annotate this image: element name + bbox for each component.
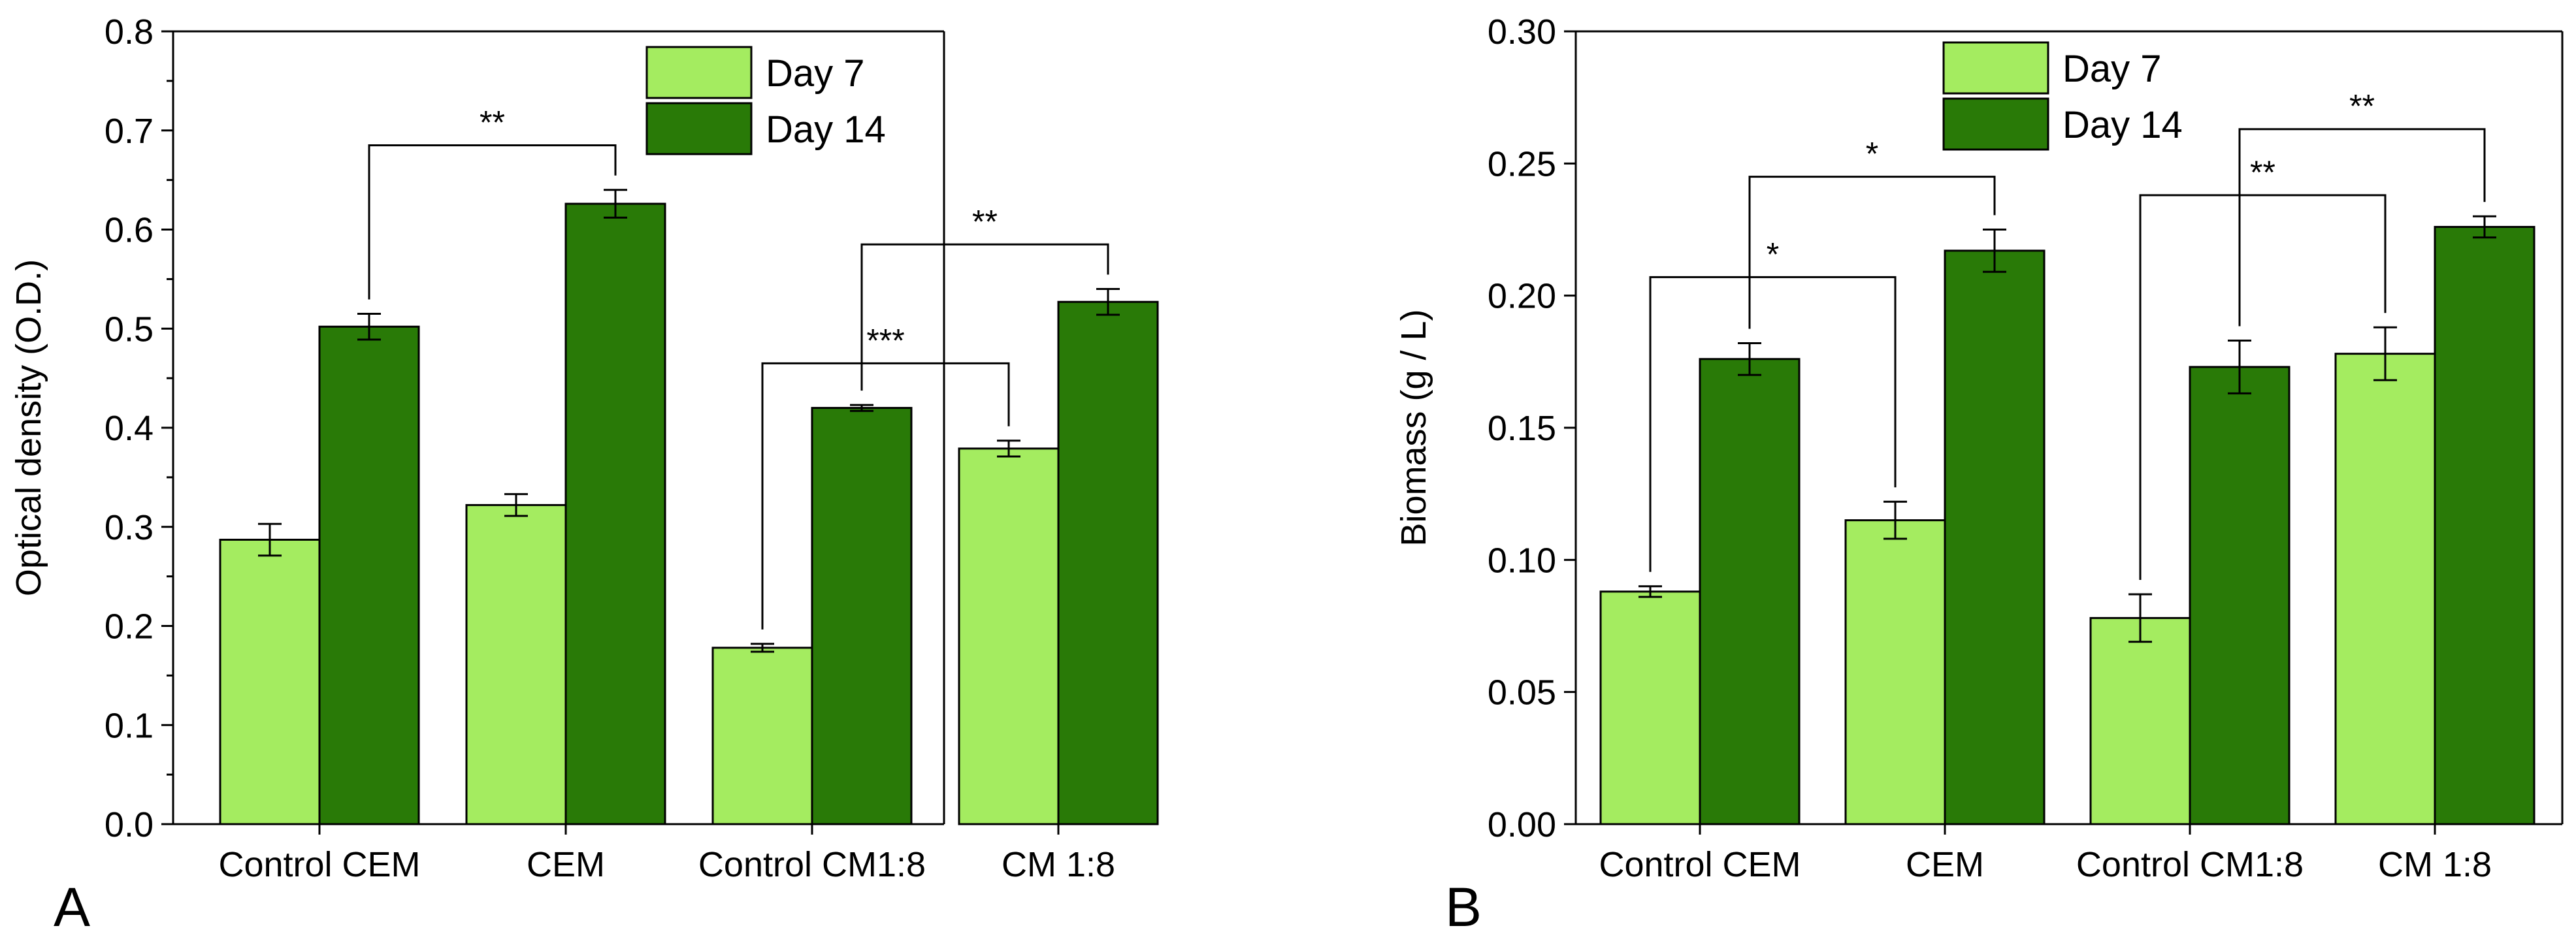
bar-day7-3 bbox=[958, 447, 1060, 825]
legend-swatch-day14 bbox=[1942, 97, 2049, 151]
bar-day14-0 bbox=[1699, 358, 1801, 825]
error-bar-day7-3 bbox=[2373, 326, 2397, 381]
y-tick-label-7: 0.7 bbox=[105, 112, 154, 151]
y-tick-label-4: 0.20 bbox=[1488, 277, 1556, 316]
x-tick-label-0: Control CEM bbox=[1599, 845, 1801, 884]
x-tick-label-1: CEM bbox=[527, 845, 605, 884]
error-bar-day14-0 bbox=[357, 312, 381, 341]
legend-label-day7: Day 7 bbox=[766, 52, 865, 95]
significance-bracket-3 bbox=[2238, 128, 2486, 327]
y-tick-label-8: 0.8 bbox=[105, 12, 154, 52]
bar-day7-1 bbox=[1844, 519, 1946, 825]
error-bar-day7-3 bbox=[997, 440, 1020, 458]
bar-day7-0 bbox=[1599, 590, 1701, 825]
bar-day7-2 bbox=[2089, 616, 2191, 825]
error-bar-day14-1 bbox=[604, 189, 627, 219]
bar-day14-3 bbox=[1057, 300, 1159, 825]
significance-label-1: * bbox=[1866, 136, 1878, 172]
y-tick-label-2: 0.10 bbox=[1488, 541, 1556, 580]
error-bar-day14-3 bbox=[2473, 215, 2496, 239]
significance-label-0: * bbox=[1767, 236, 1779, 272]
y-axis-title: Optical density (O.D.) bbox=[9, 259, 48, 596]
bar-day14-2 bbox=[811, 407, 913, 825]
significance-bracket-2 bbox=[860, 243, 1109, 391]
significance-bracket-1 bbox=[761, 362, 1010, 630]
legend-label-day14: Day 14 bbox=[766, 108, 886, 151]
error-bar-day14-3 bbox=[1096, 288, 1120, 316]
legend-swatch-day14 bbox=[645, 102, 753, 155]
legend-swatch-day7 bbox=[1942, 41, 2049, 95]
x-tick-label-2: Control CM1:8 bbox=[698, 845, 926, 884]
error-bar-day14-0 bbox=[1738, 342, 1761, 376]
y-tick-label-4: 0.4 bbox=[105, 409, 154, 448]
error-bar-day7-0 bbox=[258, 522, 282, 557]
significance-bracket-0 bbox=[1649, 276, 1897, 572]
panel-a: *******0.00.10.20.30.40.50.60.70.8Contro… bbox=[9, 12, 1159, 938]
y-tick-label-1: 0.1 bbox=[105, 706, 154, 745]
significance-bracket-2 bbox=[2139, 194, 2387, 580]
y-tick-label-6: 0.30 bbox=[1488, 12, 1556, 52]
panel-label: A bbox=[54, 876, 90, 938]
bar-day14-1 bbox=[564, 202, 666, 825]
y-tick-label-0: 0.0 bbox=[105, 805, 154, 844]
legend-swatch-day7 bbox=[645, 46, 753, 99]
bar-day14-2 bbox=[2189, 366, 2291, 825]
bar-day14-0 bbox=[318, 325, 420, 825]
y-tick-label-0: 0.00 bbox=[1488, 805, 1556, 844]
significance-label-1: *** bbox=[866, 322, 904, 359]
error-bar-day14-1 bbox=[1983, 229, 2006, 273]
significance-label-2: ** bbox=[972, 203, 998, 240]
significance-label-2: ** bbox=[2250, 154, 2275, 191]
bar-day7-1 bbox=[465, 503, 567, 825]
bar-day7-3 bbox=[2334, 353, 2436, 825]
bar-day7-2 bbox=[711, 647, 813, 825]
panel-b: ******0.000.050.100.150.200.250.30Contro… bbox=[1394, 12, 2564, 938]
y-tick-label-5: 0.25 bbox=[1488, 144, 1556, 184]
y-tick-label-3: 0.15 bbox=[1488, 409, 1556, 448]
y-tick-label-2: 0.2 bbox=[105, 607, 154, 647]
significance-label-0: ** bbox=[480, 104, 505, 141]
y-axis-title: Biomass (g / L) bbox=[1394, 309, 1433, 546]
bar-day7-0 bbox=[219, 538, 321, 825]
y-tick-label-3: 0.3 bbox=[105, 508, 154, 547]
legend-label-day14: Day 14 bbox=[2062, 104, 2183, 146]
bar-day14-1 bbox=[1944, 249, 2046, 825]
error-bar-day7-2 bbox=[751, 643, 774, 653]
error-bar-day7-2 bbox=[2128, 593, 2152, 643]
bar-day14-3 bbox=[2434, 225, 2535, 825]
x-tick-label-3: CM 1:8 bbox=[1002, 845, 1115, 884]
x-tick-label-1: CEM bbox=[1906, 845, 1984, 884]
y-tick-label-6: 0.6 bbox=[105, 211, 154, 250]
y-tick-label-5: 0.5 bbox=[105, 310, 154, 349]
legend-label-day7: Day 7 bbox=[2062, 48, 2162, 90]
significance-bracket-0 bbox=[368, 144, 617, 300]
error-bar-day7-1 bbox=[504, 493, 528, 517]
error-bar-day14-2 bbox=[850, 404, 873, 412]
error-bar-day7-0 bbox=[1639, 585, 1662, 598]
y-tick-label-1: 0.05 bbox=[1488, 673, 1556, 712]
significance-label-3: ** bbox=[2349, 88, 2375, 125]
significance-bracket-1 bbox=[1748, 176, 1996, 329]
x-tick-label-0: Control CEM bbox=[218, 845, 420, 884]
x-tick-label-3: CM 1:8 bbox=[2378, 845, 2492, 884]
x-tick-label-2: Control CM1:8 bbox=[2076, 845, 2304, 884]
error-bar-day14-2 bbox=[2228, 339, 2251, 394]
error-bar-day7-1 bbox=[1883, 500, 1907, 540]
panel-label: B bbox=[1445, 876, 1482, 938]
